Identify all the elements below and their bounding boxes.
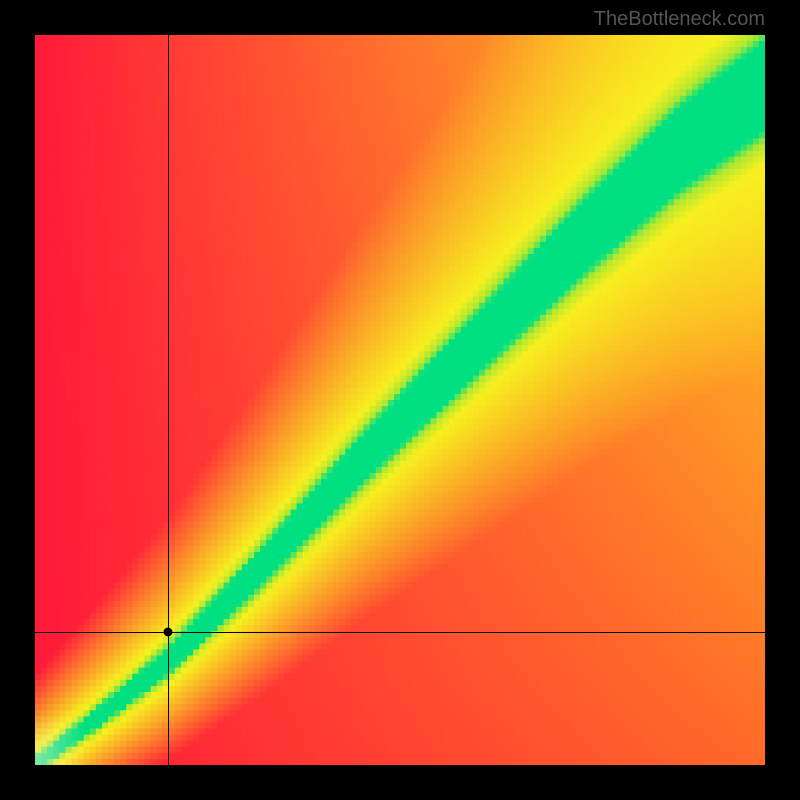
watermark-text: TheBottleneck.com	[594, 8, 765, 31]
crosshair-vertical	[168, 35, 169, 765]
marker-dot	[163, 628, 172, 637]
plot-area	[35, 35, 765, 765]
crosshair-horizontal	[35, 632, 765, 633]
heatmap-canvas	[35, 35, 765, 765]
